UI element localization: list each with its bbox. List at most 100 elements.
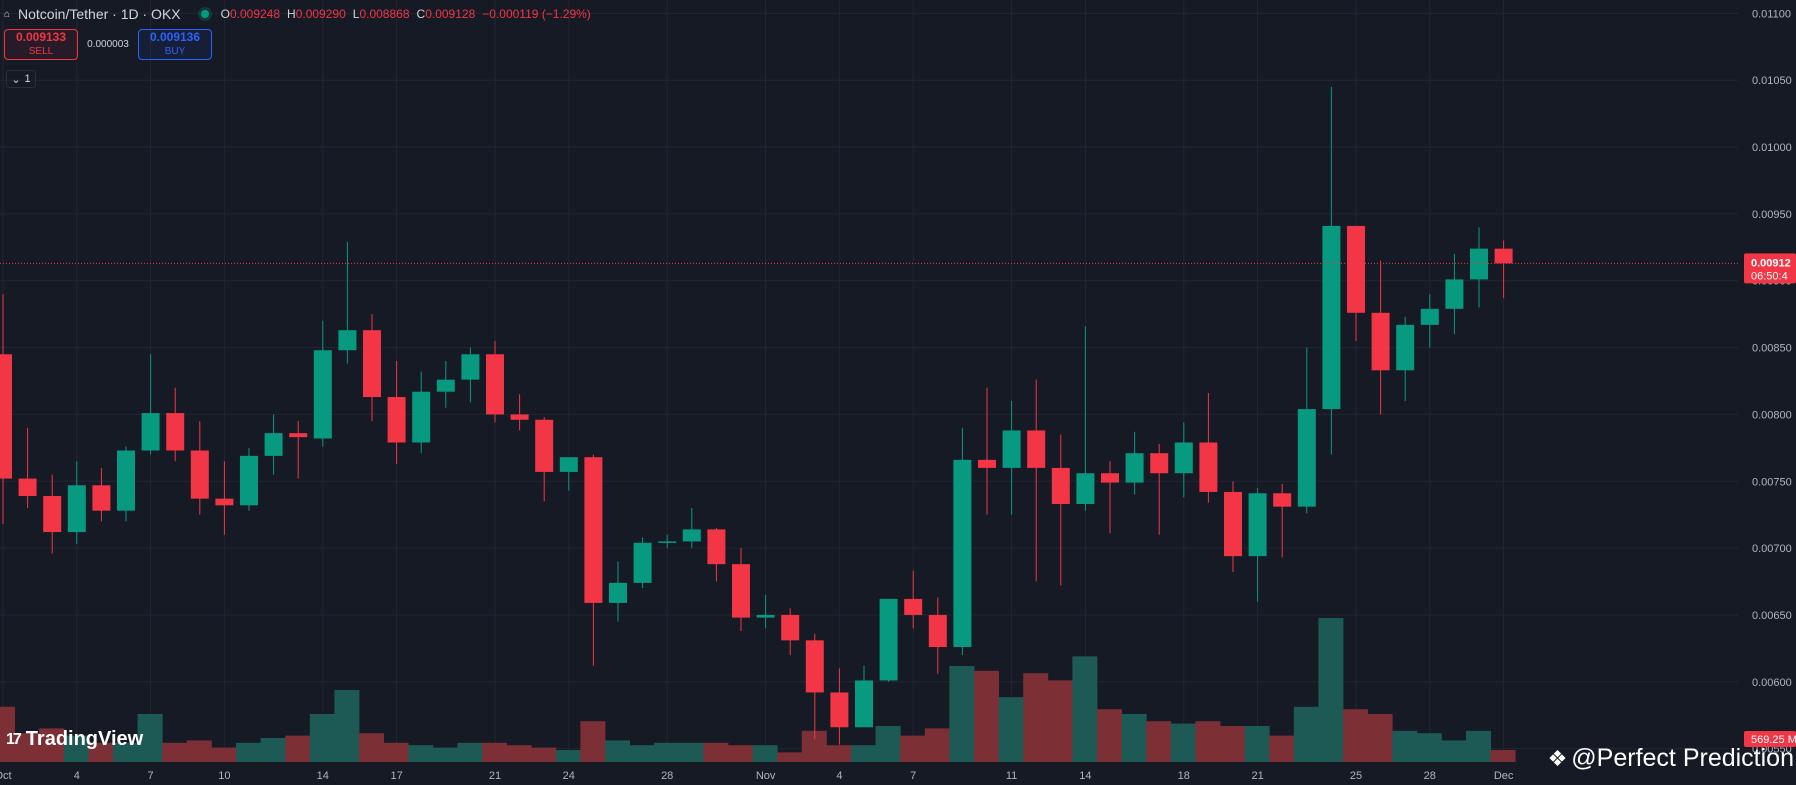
ohlc-close: C0.009128: [416, 7, 476, 21]
time-tick-label: 28: [1424, 770, 1436, 782]
buy-button[interactable]: 0.009136 BUY: [138, 29, 212, 60]
watermark-text: @Perfect Prediction: [1571, 744, 1794, 772]
volume-bar: [580, 721, 606, 762]
time-tick-label: 24: [563, 770, 575, 782]
candle-body: [707, 529, 726, 565]
volume-bar: [260, 738, 286, 762]
candle-body: [1174, 442, 1193, 474]
candle-body: [1101, 473, 1119, 483]
candle-body: [510, 414, 529, 420]
market-status-dot[interactable]: [200, 10, 209, 18]
tradingview-logo[interactable]: 17 TradingView: [6, 728, 143, 751]
candle-body: [978, 459, 996, 468]
price-axis[interactable]: 0.011000.010500.010000.009500.009000.008…: [1744, 8, 1796, 756]
candle-body: [264, 433, 283, 456]
volume-bar: [875, 726, 901, 762]
candle-body: [117, 450, 135, 511]
watermark: ❖ @Perfect Prediction: [1548, 744, 1794, 773]
legend-header: ⌂ Notcoin/Tether · 1D · OKX O0.009248 H0…: [4, 4, 591, 24]
tradingview-mark-icon: 17: [6, 730, 22, 748]
volume-bar: [1121, 714, 1147, 762]
volume-bar: [728, 745, 753, 762]
indicators-toggle-button[interactable]: ⌄ 1: [6, 70, 36, 88]
candle-body: [830, 692, 849, 728]
time-tick-label: 18: [1178, 770, 1190, 782]
volume-bar: [1195, 721, 1221, 762]
time-tick-label: 17: [390, 770, 402, 782]
ohlc-open: O0.009248: [220, 7, 281, 21]
volume-bar: [1416, 733, 1442, 762]
candle-body: [928, 614, 947, 648]
time-tick-label: 14: [1079, 770, 1091, 782]
last-price-label: 0.00912: [1751, 257, 1791, 269]
candle-body: [1420, 308, 1439, 325]
time-axis[interactable]: Oct 4 7 10 14 17 21 24 28 Nov 4 7 11 14 18 21 25 28 Dec: [0, 770, 1514, 782]
candle-body: [1445, 279, 1464, 309]
volume-bar: [531, 747, 557, 762]
candle-body: [436, 379, 455, 392]
volume-bar: [88, 742, 114, 762]
volume-bar: [900, 735, 926, 762]
volume-bar: [39, 728, 65, 762]
candle-body: [633, 542, 652, 583]
volume-bar: [949, 666, 975, 762]
candle-body: [1051, 467, 1070, 504]
candle-body: [535, 419, 554, 472]
candle-body: [190, 450, 209, 499]
sell-button[interactable]: 0.009133 SELL: [4, 29, 78, 60]
volume-bar: [1146, 721, 1172, 762]
volume-bar: [309, 714, 335, 762]
trade-panel: 0.009133 SELL 0.000003 0.009136 BUY: [4, 29, 212, 60]
candle-body: [609, 582, 627, 603]
candle-body: [412, 391, 431, 443]
time-tick-label: 7: [910, 770, 916, 782]
candle-body: [1396, 324, 1415, 371]
volume-bar: [974, 670, 999, 762]
candle-body: [1002, 430, 1021, 468]
candle-body: [1125, 453, 1144, 483]
volume-bar: [1170, 723, 1196, 762]
spread-value: 0.000003: [87, 39, 129, 50]
volume-bar: [1023, 673, 1049, 762]
volume-bar: [1343, 709, 1368, 762]
candle-body: [855, 680, 873, 728]
price-tick-label: 0.00950: [1752, 209, 1792, 221]
time-tick-label: 14: [317, 770, 329, 782]
time-tick-label: Dec: [1494, 770, 1514, 782]
volume-bar: [777, 752, 803, 762]
candle-body: [1199, 442, 1218, 492]
volume-bar: [924, 728, 950, 762]
volume-bar: [236, 742, 261, 762]
candle-body: [1470, 248, 1488, 280]
volume-bar: [1220, 726, 1245, 762]
volume-bar: [383, 742, 409, 762]
candle-body: [953, 459, 972, 648]
candle-body: [1224, 491, 1242, 557]
price-tick-label: 0.01100: [1752, 8, 1791, 20]
volume-bar: [432, 747, 458, 762]
volume-bar: [1392, 730, 1418, 762]
time-tick-label: 25: [1350, 770, 1362, 782]
volume-bar: [1466, 730, 1491, 762]
volume-bar: [752, 745, 778, 762]
candle-body: [1322, 225, 1341, 410]
candle-body: [1273, 493, 1292, 507]
candle-body: [658, 541, 677, 543]
volume-bar: [678, 742, 704, 762]
volume-bar: [359, 733, 384, 762]
volume-badge: [1744, 731, 1796, 747]
time-tick-label: 21: [1251, 770, 1263, 782]
volume-bar: [998, 697, 1024, 762]
volume-bar: [1293, 706, 1319, 762]
volume-bar: [137, 714, 163, 762]
candle-body: [781, 614, 800, 641]
candle-body: [166, 413, 185, 451]
buy-label: BUY: [164, 46, 186, 57]
price-tick-label: 0.00750: [1752, 476, 1792, 488]
volume-bar: [14, 733, 40, 762]
time-tick-label: 4: [836, 770, 842, 782]
price-tick-label: 0.01050: [1752, 75, 1792, 87]
symbol-title[interactable]: Notcoin/Tether · 1D · OKX: [18, 6, 181, 22]
time-tick-label: 21: [489, 770, 501, 782]
